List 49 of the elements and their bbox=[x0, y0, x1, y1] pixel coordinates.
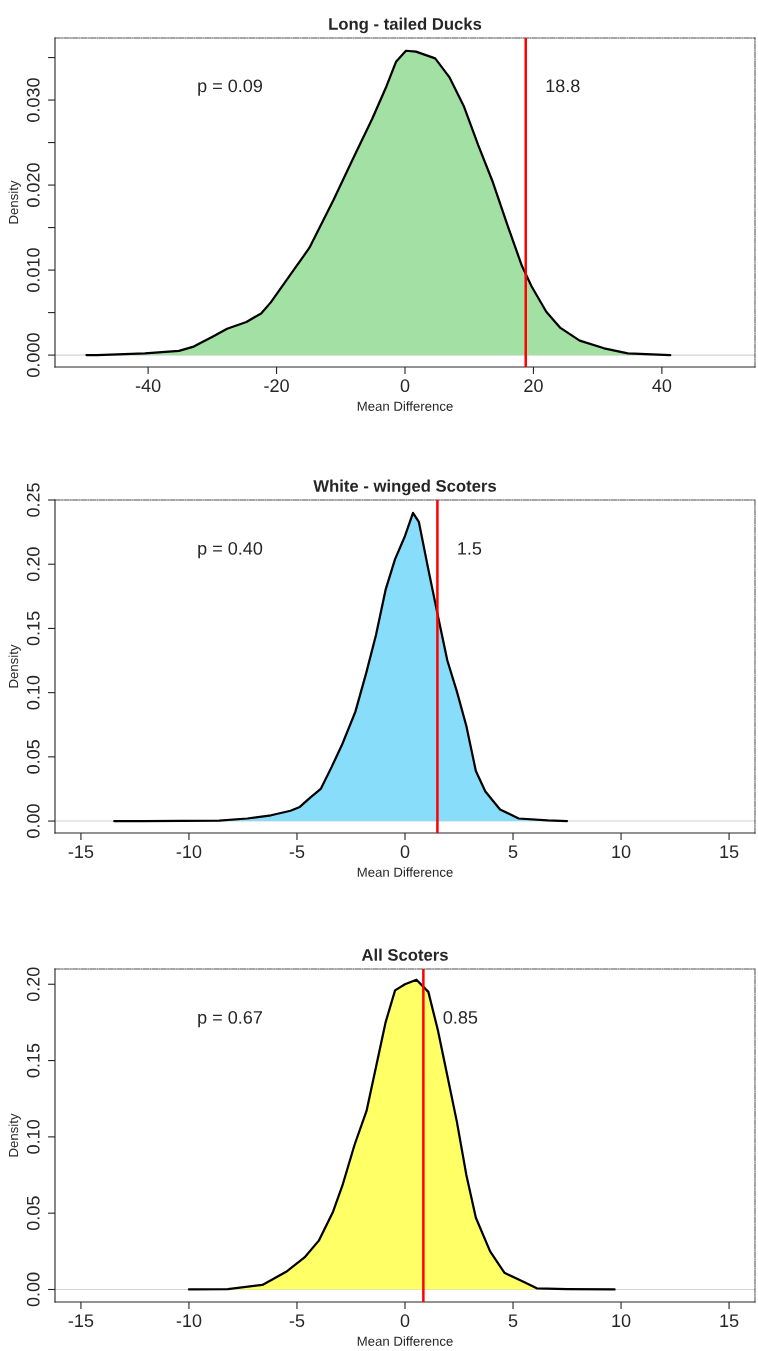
y-tick-label: 0.15 bbox=[26, 611, 40, 646]
ref-line-label: 18.8 bbox=[546, 79, 580, 93]
y-tick-label: 0.000 bbox=[26, 333, 40, 377]
y-axis-title: Density bbox=[8, 180, 21, 224]
x-tick-label: -20 bbox=[264, 379, 289, 393]
y-tick-label: 0.020 bbox=[26, 163, 40, 207]
chart-title: All Scoters bbox=[361, 948, 448, 961]
ref-line-label: 0.85 bbox=[443, 1011, 478, 1024]
y-tick-label: 0.10 bbox=[26, 1120, 40, 1154]
y-tick-label: 0.15 bbox=[26, 1043, 40, 1078]
x-tick-label: 15 bbox=[720, 1314, 739, 1328]
x-tick-label: 10 bbox=[612, 1314, 631, 1328]
annotation: p = 0.09 bbox=[198, 79, 263, 96]
x-tick-label: 0 bbox=[400, 1314, 410, 1328]
x-tick-label: 10 bbox=[612, 845, 631, 859]
annotation: p = 0.40 bbox=[198, 542, 263, 559]
x-axis-title: Mean Difference bbox=[357, 867, 453, 877]
y-tick-label: 0.05 bbox=[26, 1196, 40, 1231]
y-axis-title: Density bbox=[8, 1113, 21, 1157]
x-tick-label: 40 bbox=[652, 379, 672, 393]
x-axis-title: Mean Difference bbox=[357, 401, 453, 411]
x-tick-label: 20 bbox=[524, 379, 543, 393]
y-tick-label: 0.00 bbox=[26, 804, 40, 838]
annotation: p = 0.67 bbox=[198, 1011, 262, 1028]
x-tick-label: -5 bbox=[289, 845, 305, 859]
x-tick-label: 5 bbox=[508, 1314, 518, 1328]
y-tick-label: 0.00 bbox=[26, 1272, 40, 1307]
y-tick-label: 0.05 bbox=[26, 740, 40, 774]
y-axis-title: Density bbox=[8, 644, 21, 688]
x-tick-label: -15 bbox=[68, 1314, 94, 1328]
x-tick-label: 5 bbox=[508, 845, 518, 859]
x-tick-label: 15 bbox=[720, 845, 739, 859]
x-tick-label: 0 bbox=[400, 379, 410, 393]
x-tick-label: -5 bbox=[289, 1314, 305, 1328]
x-tick-label: 0 bbox=[400, 845, 410, 859]
y-tick-label: 0.20 bbox=[26, 967, 40, 1002]
y-tick-label: 0.20 bbox=[26, 547, 40, 582]
x-tick-label: -10 bbox=[176, 1314, 202, 1328]
y-tick-label: 0.10 bbox=[26, 675, 40, 710]
y-tick-label: 0.25 bbox=[26, 483, 40, 517]
y-tick-label: 0.030 bbox=[26, 78, 40, 122]
chart-title: White - winged Scoters bbox=[313, 479, 496, 496]
x-tick-label: -15 bbox=[68, 845, 94, 859]
x-axis-title: Mean Difference bbox=[357, 1336, 453, 1346]
ref-line-label: 1.5 bbox=[458, 542, 482, 555]
y-tick-label: 0.010 bbox=[26, 248, 40, 292]
x-tick-label: -10 bbox=[176, 845, 202, 859]
x-tick-label: -40 bbox=[135, 379, 161, 393]
chart-title: Long - tailed Ducks bbox=[329, 17, 482, 34]
